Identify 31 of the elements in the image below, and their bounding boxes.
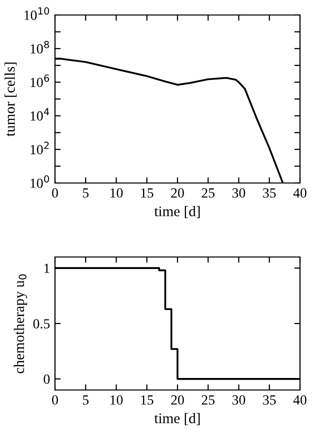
x-tick-label: 25 (202, 188, 215, 198)
y-axis-title: chemotherapy u$_{0}$ (14, 274, 28, 374)
y-axis-title: tumor [cells] (4, 62, 17, 136)
x-tick-label: 15 (141, 188, 154, 198)
y-tick-label: 1 (44, 264, 50, 273)
y-tick-label: 10$^{10}$ (24, 7, 50, 20)
y-tick-label: 10$^{0}$ (30, 175, 50, 188)
x-axis-title: time [d] (154, 413, 200, 426)
x-tick-label: 0 (52, 188, 58, 198)
y-tick-label: 0.5 (33, 319, 50, 329)
y-tick-label: 10$^{8}$ (30, 40, 49, 54)
y-tick-label: 10$^{6}$ (30, 74, 50, 88)
x-tick-label: 40 (293, 395, 306, 405)
y-tick-label: 10$^{2}$ (30, 142, 49, 154)
x-tick-label: 5 (82, 188, 89, 198)
x-tick-label: 10 (110, 395, 123, 405)
y-tick-label: 0 (44, 374, 50, 384)
x-tick-label: 10 (110, 188, 123, 198)
x-tick-label: 20 (171, 188, 184, 198)
x-tick-label: 40 (293, 188, 306, 198)
y-tick-label: 10$^{4}$ (30, 108, 50, 121)
x-tick-label: 20 (171, 395, 184, 405)
x-tick-label: 5 (82, 395, 89, 405)
x-tick-label: 25 (202, 395, 215, 405)
x-axis-title: time [d] (154, 206, 200, 218)
x-tick-label: 30 (232, 188, 246, 198)
x-tick-label: 0 (52, 395, 58, 405)
x-tick-label: 35 (263, 188, 276, 198)
x-tick-label: 30 (232, 395, 246, 405)
x-tick-label: 15 (141, 395, 154, 405)
x-tick-label: 35 (263, 395, 276, 405)
